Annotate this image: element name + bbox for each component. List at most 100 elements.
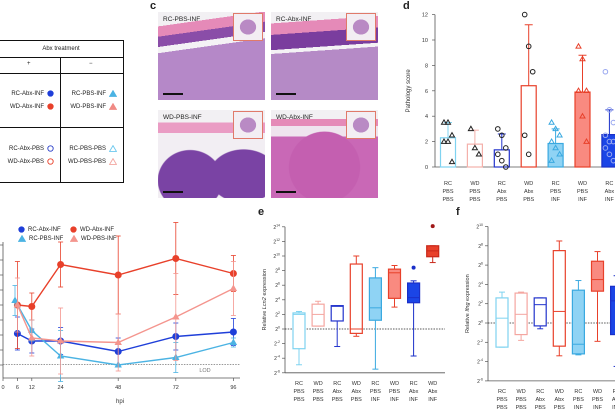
box <box>387 268 402 299</box>
x-tick-label: PBS <box>592 397 603 403</box>
data-point <box>229 328 237 336</box>
x-tick-label: INF <box>409 397 419 403</box>
data-point <box>575 42 582 49</box>
legend-entry: RC-Abx-INF <box>18 226 70 233</box>
data-point <box>440 137 448 144</box>
x-tick-label: Abx <box>612 397 615 403</box>
x-tick-label: 24 <box>58 385 64 391</box>
x-tick-label: PBS <box>554 405 565 410</box>
table-cell: RC-PBS-PBS WD-PBS-PBS <box>60 128 123 182</box>
y-tick-label: 2-4 <box>274 355 280 363</box>
x-tick-label: INF <box>551 197 561 203</box>
data-point <box>548 157 555 163</box>
x-tick-label: WD <box>524 181 533 187</box>
y-tick-label: 26 <box>275 282 280 290</box>
line-chart-legend: RC-Abx-INF WD-Abx-INF RC-PBS-INF WD-PBS-INF <box>18 226 122 242</box>
outlier-point <box>411 265 416 270</box>
histology-inset <box>346 111 376 139</box>
scale-bar <box>276 191 296 193</box>
panel-label-f: f <box>456 206 460 218</box>
x-tick-label: 48 <box>115 385 121 391</box>
y-tick-label: 210 <box>273 253 280 261</box>
box <box>349 263 363 334</box>
x-tick-label: PBS <box>442 189 453 195</box>
scale-bar <box>276 93 296 95</box>
table-cell: RC-Abx-PBS WD-Abx-PBS <box>0 128 60 182</box>
series-line-RC-Abx-INF <box>17 331 234 353</box>
histology-label: WD-Abx-INF <box>276 114 313 121</box>
box <box>609 285 615 336</box>
x-tick-label: PBS <box>516 405 527 410</box>
x-tick-label: RC <box>605 181 613 187</box>
box <box>368 277 382 321</box>
y-tick-label: 22 <box>478 300 483 308</box>
box <box>533 297 547 327</box>
data-point <box>610 119 615 126</box>
data-point <box>440 118 448 125</box>
y-tick-label: 10 <box>422 38 428 44</box>
x-tick-label: WD <box>593 389 602 395</box>
x-tick-label: Abx <box>555 397 565 403</box>
entry-label: RC-PBS-PBS <box>69 145 106 152</box>
table-header: Abx treatment <box>0 41 123 58</box>
legend-entry: WD-PBS-INF <box>70 235 122 242</box>
x-tick-label: PBS <box>469 189 480 195</box>
x-tick-label: INF <box>371 397 381 403</box>
x-tick-label: PBS <box>577 189 588 195</box>
circle-marker-icon <box>47 158 54 165</box>
box <box>571 289 586 355</box>
data-point <box>552 144 559 151</box>
x-tick-label: PBS <box>469 197 480 203</box>
x-tick-label: Abx <box>409 389 419 395</box>
table-legend-entry: WD-Abx-INF <box>10 103 54 110</box>
legend-entry: WD-Abx-INF <box>70 226 122 233</box>
box <box>590 260 605 292</box>
y-tick-label: 22 <box>275 311 280 319</box>
series-line-RC-PBS-INF <box>14 300 234 366</box>
x-tick-label: WD <box>470 181 479 187</box>
histology-label: RC-Abx-INF <box>276 16 312 23</box>
data-point <box>602 68 609 75</box>
y-tick-label: 212 <box>273 238 280 246</box>
y-tick-label: 2-6 <box>477 377 483 385</box>
series-line-WD-PBS-INF <box>16 287 234 344</box>
x-tick-label: PBS <box>516 397 527 403</box>
table-legend-entry: WD-PBS-INF <box>70 103 117 110</box>
y-tick-label: 24 <box>275 296 280 304</box>
histology-label: RC-PBS-INF <box>163 16 201 23</box>
table-legend-entry: WD-Abx-PBS <box>8 158 54 165</box>
data-point <box>172 255 180 262</box>
x-tick-label: INF <box>612 405 615 410</box>
data-point <box>475 150 483 157</box>
entry-label: WD-PBS-PBS <box>67 158 106 165</box>
x-tick-label: INF <box>605 197 615 203</box>
y-axis-label: Relative Lcn2 expression <box>262 269 268 330</box>
x-tick-label: PBS <box>351 397 362 403</box>
data-point <box>610 138 615 145</box>
data-point <box>606 138 613 145</box>
panel-label-e: e <box>258 206 265 218</box>
y-tick-label: 2-4 <box>477 358 483 366</box>
histology-image: RC-PBS-INF <box>158 12 265 100</box>
data-point <box>503 145 509 151</box>
data-point <box>583 137 590 144</box>
entry-label: WD-Abx-PBS <box>7 158 44 165</box>
x-tick-label: PBS <box>496 397 507 403</box>
x-tick-label: PBS <box>313 397 324 403</box>
triangle-marker-icon <box>109 90 117 97</box>
data-point <box>448 158 456 165</box>
x-tick-label: INF <box>574 405 584 410</box>
x-tick-label: PBS <box>535 405 546 410</box>
data-point <box>57 261 65 268</box>
x-tick-label: RC <box>371 381 379 387</box>
y-tick-label: 2 <box>425 140 428 146</box>
data-point <box>606 107 613 113</box>
data-point <box>575 87 582 94</box>
circle-marker-icon <box>47 90 54 97</box>
triangle-marker-icon <box>18 235 26 242</box>
y-tick-label: 0 <box>425 165 428 171</box>
x-tick-label: PBS <box>389 389 400 395</box>
triangle-marker-icon <box>109 158 117 165</box>
data-point <box>448 131 456 138</box>
y-tick-label: 8 <box>425 63 428 69</box>
